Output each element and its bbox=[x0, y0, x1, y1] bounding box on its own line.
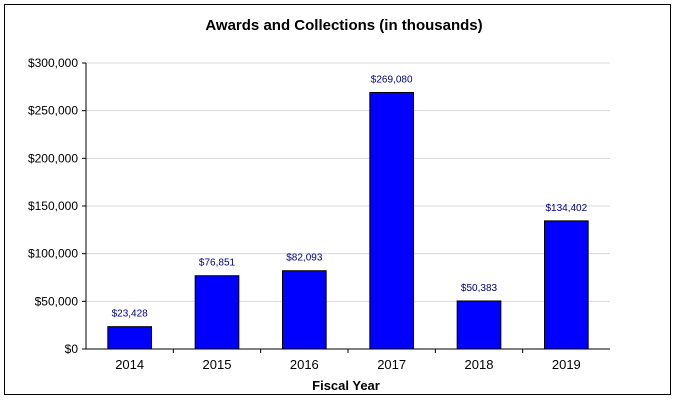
bar-value-label: $82,093 bbox=[286, 253, 323, 264]
bar-value-label: $134,402 bbox=[545, 203, 587, 214]
bars: $23,428 $76,851 $82,093 $269,080 $50,383 $134… bbox=[107, 74, 589, 350]
x-tick-label: 2019 bbox=[552, 357, 581, 372]
x-tick-label: 2015 bbox=[203, 357, 232, 372]
bar bbox=[107, 326, 153, 350]
y-tick-label: $200,000 bbox=[28, 151, 78, 165]
gridlines bbox=[86, 62, 610, 302]
x-axis-ticks: 2014 2015 2016 2017 2018 2019 bbox=[115, 349, 581, 372]
y-tick-label: $250,000 bbox=[28, 104, 78, 118]
y-axis-ticks: $0 $50,000 $100,000 $150,000 $200,000 $250,00… bbox=[28, 56, 86, 356]
chart-title: Awards and Collections (in thousands) bbox=[205, 17, 482, 34]
x-tick-label: 2014 bbox=[115, 357, 144, 372]
y-tick-label: $300,000 bbox=[28, 56, 78, 70]
bar bbox=[369, 91, 415, 350]
bar-value-label: $269,080 bbox=[371, 74, 413, 85]
x-tick-label: 2017 bbox=[377, 357, 406, 372]
x-tick-label: 2016 bbox=[290, 357, 319, 372]
bar bbox=[456, 300, 502, 350]
bar bbox=[544, 220, 589, 350]
y-tick-label: $100,000 bbox=[28, 247, 78, 261]
y-tick-label: $50,000 bbox=[35, 294, 79, 308]
bar-value-label: $23,428 bbox=[112, 309, 149, 320]
x-axis-label: Fiscal Year bbox=[312, 378, 380, 393]
bar-value-label: $50,383 bbox=[461, 283, 498, 294]
x-tick-label: 2018 bbox=[465, 357, 494, 372]
bar bbox=[282, 270, 327, 350]
bar bbox=[194, 275, 240, 350]
y-tick-label: $0 bbox=[65, 342, 79, 356]
bar-value-label: $76,851 bbox=[199, 258, 236, 269]
y-tick-label: $150,000 bbox=[28, 199, 78, 213]
